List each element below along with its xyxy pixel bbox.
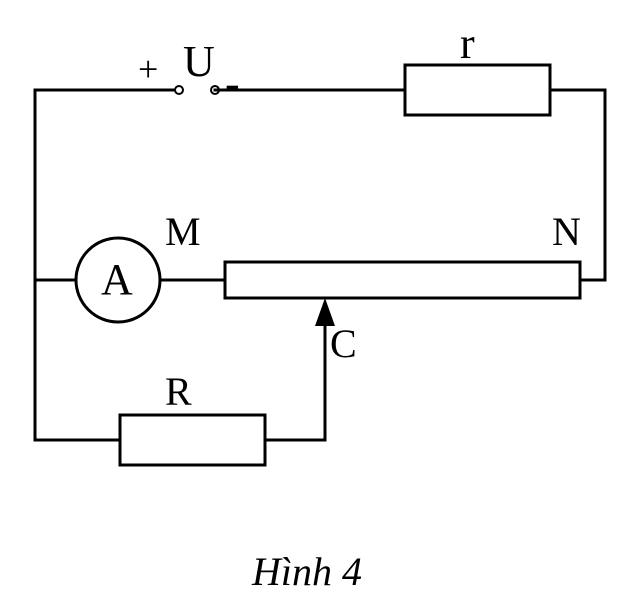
label-R: R	[165, 368, 192, 415]
label-M: M	[165, 208, 201, 255]
circuit-diagram	[0, 0, 640, 604]
label-C: C	[330, 320, 357, 367]
label-r: r	[460, 18, 475, 69]
label-minus: -	[225, 58, 240, 109]
circuit-svg	[0, 0, 640, 604]
figure-caption: Hình 4	[252, 548, 362, 595]
label-ammeter: A	[101, 254, 133, 305]
label-U: U	[183, 36, 215, 87]
label-N: N	[552, 208, 581, 255]
label-plus: +	[138, 48, 158, 90]
